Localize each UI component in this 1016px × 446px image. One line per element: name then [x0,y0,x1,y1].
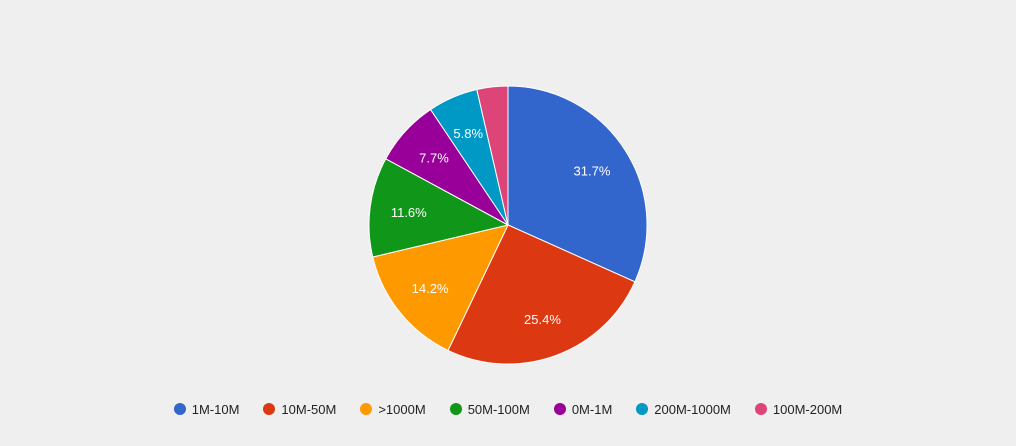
legend-item[interactable]: 0M-1M [553,401,613,417]
legend-swatch [636,403,649,415]
legend-swatch [263,403,276,415]
pie-slice-2[interactable] [372,224,509,352]
slice-data-label-1: 25.4% [524,312,561,327]
legend-label: 200M-1000M [654,401,731,417]
pie-slice-3[interactable] [368,158,510,258]
legend-swatch [449,403,462,415]
legend-item[interactable]: 1M-10M [173,401,240,417]
pie-slice-0[interactable] [507,85,648,283]
legend-label: 0M-1M [571,401,613,417]
legend-swatch [553,403,566,415]
legend-item[interactable]: >1000M [360,401,426,417]
legend-label: 10M-50M [281,401,337,417]
slice-data-label-5: 5.8% [453,126,483,141]
legend-swatch [173,403,186,415]
slice-data-label-3: 11.6% [391,205,427,220]
legend-item[interactable]: 100M-200M [754,401,843,417]
legend-swatch [360,403,373,415]
legend-label: >1000M [378,401,426,417]
legend-item[interactable]: 50M-100M [449,401,530,417]
pie-slice-1[interactable] [447,224,636,365]
legend-swatch [754,403,767,415]
chart-legend: 1M-10M 10M-50M >1000M 50M-100M 0M-1M 200M-100… [0,399,1016,419]
pie-data-labels: 31.7% 25.4% 14.2% 11.6% 7.7% 5.8% [391,126,611,327]
slice-data-label-0: 31.7% [574,164,611,179]
pie-slices [368,85,648,365]
legend-item[interactable]: 10M-50M [263,402,336,417]
slice-data-label-2: 14.2% [412,281,449,296]
slice-data-label-4: 7.7% [419,151,449,166]
legend-label: 50M-100M [467,401,530,417]
pie-slice-6[interactable] [476,85,509,226]
legend-item[interactable]: 200M-1000M [636,402,731,417]
legend-label: 100M-200M [772,401,843,417]
legend-label: 1M-10M [191,401,240,417]
